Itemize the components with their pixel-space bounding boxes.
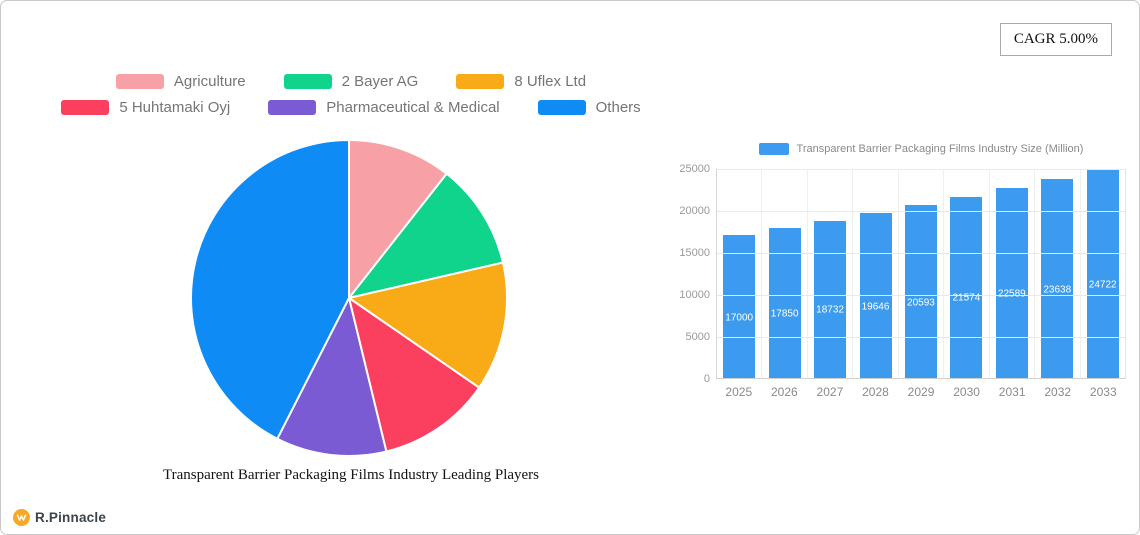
bar-2033[interactable]: 24722	[1086, 170, 1119, 378]
bar-cell: 24722	[1081, 169, 1125, 378]
pie-chart-svg	[190, 139, 508, 457]
x-tick-label: 2028	[862, 385, 889, 399]
y-tick-label: 25000	[679, 163, 710, 175]
gridline	[717, 211, 1125, 212]
legend-label: Agriculture	[173, 73, 246, 90]
pie-chart	[189, 138, 509, 458]
bar-cell: 21574	[944, 169, 990, 378]
bar-value-label: 24722	[1088, 279, 1117, 291]
legend-swatch-icon	[115, 74, 164, 89]
bar-2026[interactable]: 17850	[768, 228, 801, 378]
pie-chart-title: Transparent Barrier Packaging Films Indu…	[162, 467, 540, 483]
pie-legend-item-others[interactable]: Others	[537, 99, 641, 116]
bar-cells: 17000 17850 18732 19646 20593 21574 22589 23638…	[717, 169, 1125, 378]
legend-swatch-icon	[61, 100, 110, 115]
y-tick-label: 10000	[679, 289, 710, 301]
bar-cell: 17850	[762, 169, 808, 378]
y-tick-label: 20000	[679, 205, 710, 217]
bar-cell: 22589	[990, 169, 1036, 378]
x-tick-label: 2025	[725, 385, 753, 399]
bar-2029[interactable]: 20593	[904, 205, 937, 378]
legend-label: 2 Bayer AG	[341, 73, 419, 90]
pie-slice-agriculture[interactable]	[348, 139, 448, 299]
logo-text: R.Pinnacle	[35, 510, 107, 525]
y-tick-label: 15000	[679, 247, 710, 259]
pie-legend: Agriculture 2 Bayer AG 8 Uflex Ltd 5 Huhtam…	[1, 73, 701, 116]
x-tick-label: 2033	[1089, 385, 1117, 399]
bar-value-label: 18732	[816, 304, 844, 316]
pie-legend-row: 5 Huhtamaki Oyj Pharmaceutical & Medical O…	[61, 99, 641, 116]
bar-2032[interactable]: 23638	[1041, 179, 1074, 378]
x-tick-label: 2032	[1044, 385, 1072, 399]
pie-legend-item-2-bayer-ag[interactable]: 2 Bayer AG	[283, 73, 419, 90]
pie-slice-pharmaceutical-medical[interactable]	[276, 297, 388, 457]
pie-legend-row: Agriculture 2 Bayer AG 8 Uflex Ltd	[115, 73, 586, 90]
legend-swatch-icon	[456, 74, 505, 89]
bar-value-label: 20593	[907, 297, 935, 308]
y-tick-label: 0	[703, 373, 710, 385]
cagr-badge: CAGR 5.00%	[999, 23, 1112, 56]
pie-legend-item-agriculture[interactable]: Agriculture	[115, 73, 246, 90]
pie-legend-item-pharmaceutical-medical[interactable]: Pharmaceutical & Medical	[268, 99, 500, 116]
legend-swatch-icon	[537, 100, 586, 115]
x-tick-label: 2030	[953, 385, 980, 399]
bar-legend-item[interactable]: Transparent Barrier Packaging Films Indu…	[716, 141, 1126, 157]
bar-cell: 18732	[808, 169, 854, 378]
bar-value-label: 21574	[952, 292, 981, 304]
gridline	[717, 169, 1125, 170]
legend-label: Pharmaceutical & Medical	[326, 99, 500, 116]
bar-2025[interactable]: 17000	[723, 235, 756, 378]
bar-cell: 19646	[853, 169, 899, 378]
bar-2027[interactable]: 18732	[814, 220, 847, 378]
pie-legend-item-5-huhtamaki-oyj[interactable]: 5 Huhtamaki Oyj	[61, 99, 230, 116]
bar-value-label: 23638	[1043, 284, 1072, 296]
logo: R.Pinnacle	[13, 509, 106, 526]
bar-cell: 20593	[899, 169, 945, 378]
x-tick-label: 2031	[998, 385, 1026, 399]
bar-cell: 23638	[1035, 169, 1081, 378]
bar-value-label: 17850	[770, 308, 799, 320]
bar-legend-swatch-icon	[758, 143, 789, 155]
pie-slice-others[interactable]	[190, 139, 350, 440]
bar-2031[interactable]: 22589	[995, 188, 1028, 378]
legend-label: Others	[595, 99, 641, 116]
logo-icon	[13, 509, 30, 526]
bar-plot-area: 17000 17850 18732 19646 20593 21574 22589 23638…	[716, 169, 1126, 379]
bar-value-label: 22589	[998, 289, 1026, 300]
bar-value-label: 19646	[861, 301, 890, 312]
bar-value-label: 17000	[725, 312, 754, 324]
pie-slice-8-uflex-ltd[interactable]	[348, 261, 508, 389]
bar-cell: 17000	[717, 169, 763, 378]
legend-swatch-icon	[283, 74, 332, 89]
x-tick-label: 2026	[770, 385, 798, 399]
x-tick-label: 2029	[907, 385, 935, 399]
bar-x-axis: 2025 2026 2027 2028 2029 2030 2031 2032 2033	[716, 385, 1126, 399]
legend-swatch-icon	[268, 100, 317, 115]
pie-slice-5-huhtamaki-oyj[interactable]	[348, 297, 481, 453]
bar-legend-label: Transparent Barrier Packaging Films Indu…	[796, 143, 1084, 155]
bar-chart-section: Transparent Barrier Packaging Films Indu…	[666, 141, 1134, 409]
legend-label: 8 Uflex Ltd	[514, 73, 587, 90]
gridline	[717, 295, 1125, 296]
gridline	[717, 337, 1125, 338]
y-tick-label: 5000	[685, 331, 710, 343]
pie-slice-2-bayer-ag[interactable]	[348, 172, 504, 299]
bar-2030[interactable]: 21574	[950, 196, 983, 378]
x-tick-label: 2027	[816, 385, 844, 399]
pie-legend-item-8-uflex-ltd[interactable]: 8 Uflex Ltd	[456, 73, 586, 90]
legend-label: 5 Huhtamaki Oyj	[119, 99, 231, 116]
gridline	[717, 253, 1125, 254]
